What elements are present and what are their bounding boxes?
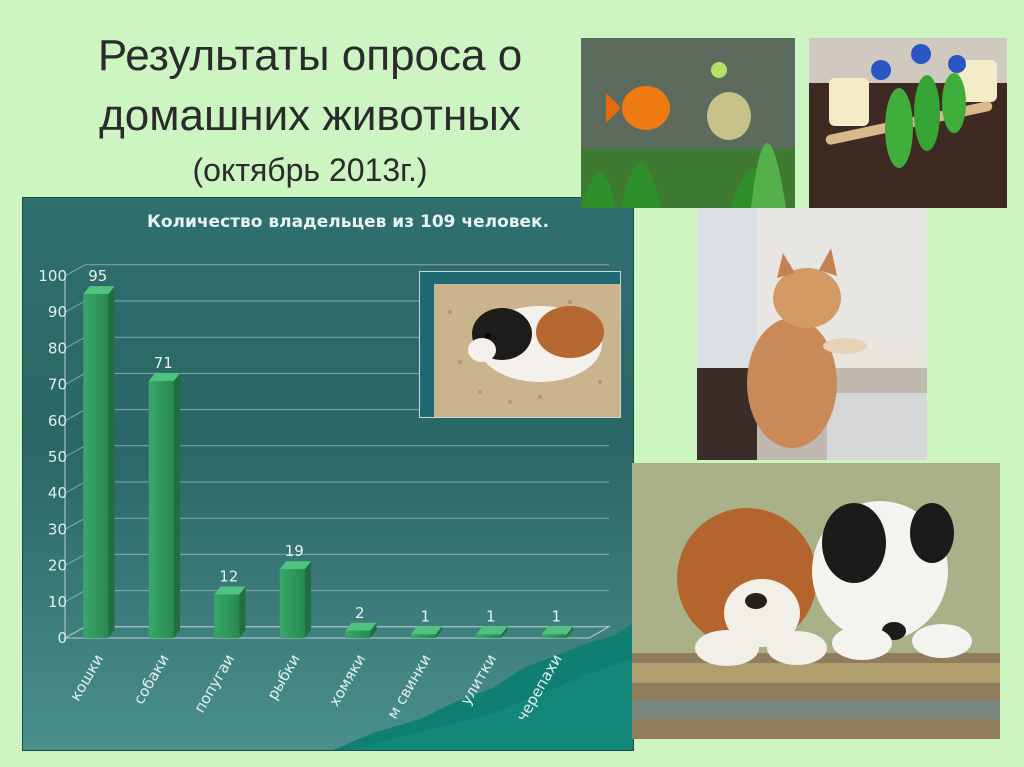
gridline-depth	[64, 481, 86, 494]
bar-front	[214, 594, 240, 638]
bar-front	[83, 294, 109, 638]
gridline-depth	[64, 336, 86, 349]
gridline-depth	[64, 300, 86, 313]
bar-top	[476, 626, 508, 635]
y-tick-label: 20	[48, 557, 67, 575]
y-tick-label: 100	[38, 267, 67, 285]
bar-top	[83, 286, 115, 295]
decorative-mountains	[333, 623, 633, 750]
y-tick-label: 80	[48, 339, 67, 357]
bar-7	[541, 626, 574, 638]
bar-chart: Количество владельцев из 109 человек. 0 1…	[38, 212, 633, 750]
gridline-depth	[64, 590, 86, 603]
bar-top	[148, 372, 181, 381]
y-tick-label: 70	[48, 376, 67, 394]
y-tick-label: 90	[48, 303, 67, 321]
data-label: 2	[355, 604, 365, 622]
chart-title: Количество владельцев из 109 человек.	[147, 212, 549, 232]
title-line-3: (октябрь 2013г.)	[192, 152, 428, 188]
bar-front	[345, 630, 371, 638]
data-label: 1	[551, 607, 561, 625]
guinea-pig-photo	[419, 271, 621, 418]
data-label: 19	[285, 542, 304, 560]
bar-side	[304, 561, 312, 638]
chart-panel: Количество владельцев из 109 человек. 0 1…	[22, 197, 634, 751]
gridline-depth	[64, 409, 86, 422]
gridline-depth	[64, 445, 86, 458]
y-tick-label: 0	[57, 629, 67, 647]
bar-0	[83, 286, 115, 638]
title-line-2: домашних животных	[99, 91, 521, 140]
puppies-photo	[632, 463, 1000, 739]
chart-floor	[63, 626, 611, 639]
bar-side	[435, 626, 443, 638]
y-tick-label: 30	[48, 520, 67, 538]
slide-title: Результаты опроса о домашних животных (о…	[40, 26, 580, 194]
cat-photo	[697, 208, 927, 460]
bar-5	[410, 626, 443, 638]
bar-front	[476, 634, 502, 638]
gridline-depth	[64, 264, 86, 277]
gridline-depth	[64, 626, 86, 639]
gridline-depth	[64, 517, 86, 530]
bar-front	[279, 569, 305, 638]
bar-top	[410, 626, 443, 635]
bar-top	[214, 586, 246, 595]
x-tick-label: м свинки	[383, 651, 434, 722]
bar-1	[148, 372, 181, 638]
bar-front	[541, 634, 567, 638]
gridline-depth	[64, 553, 86, 567]
bar-side	[239, 586, 246, 638]
bar-2	[214, 586, 246, 638]
data-label: 12	[219, 568, 238, 586]
bar-3	[279, 561, 312, 638]
data-label: 71	[154, 354, 173, 372]
x-tick-label: хомяки	[325, 651, 369, 710]
x-tick-label: собаки	[130, 651, 173, 707]
x-tick-label: кошки	[66, 651, 107, 704]
bar-front	[148, 380, 174, 638]
title-line-1: Результаты опроса о	[97, 31, 523, 80]
bar-side	[501, 626, 508, 638]
bar-side	[108, 286, 115, 638]
bar-top	[345, 622, 377, 631]
parrots-photo	[809, 38, 1007, 208]
bar-side	[370, 622, 377, 638]
x-tick-label: попугаи	[190, 651, 238, 716]
bar-front	[410, 634, 436, 638]
y-tick-label: 60	[48, 412, 67, 430]
fish-aquarium-photo	[581, 38, 795, 208]
bar-side	[173, 372, 181, 638]
bar-side	[566, 626, 574, 638]
x-tick-label: рыбки	[263, 651, 303, 703]
data-label: 95	[88, 267, 107, 285]
y-tick-label: 50	[48, 448, 67, 466]
bar-6	[476, 626, 508, 638]
bar-top	[279, 561, 312, 570]
bar-4	[345, 622, 377, 638]
data-label: 1	[486, 607, 496, 625]
y-tick-label: 10	[48, 593, 67, 611]
gridline-depth	[64, 372, 86, 386]
data-label: 1	[420, 607, 430, 625]
bar-top	[541, 626, 574, 635]
y-tick-label: 40	[48, 484, 67, 502]
